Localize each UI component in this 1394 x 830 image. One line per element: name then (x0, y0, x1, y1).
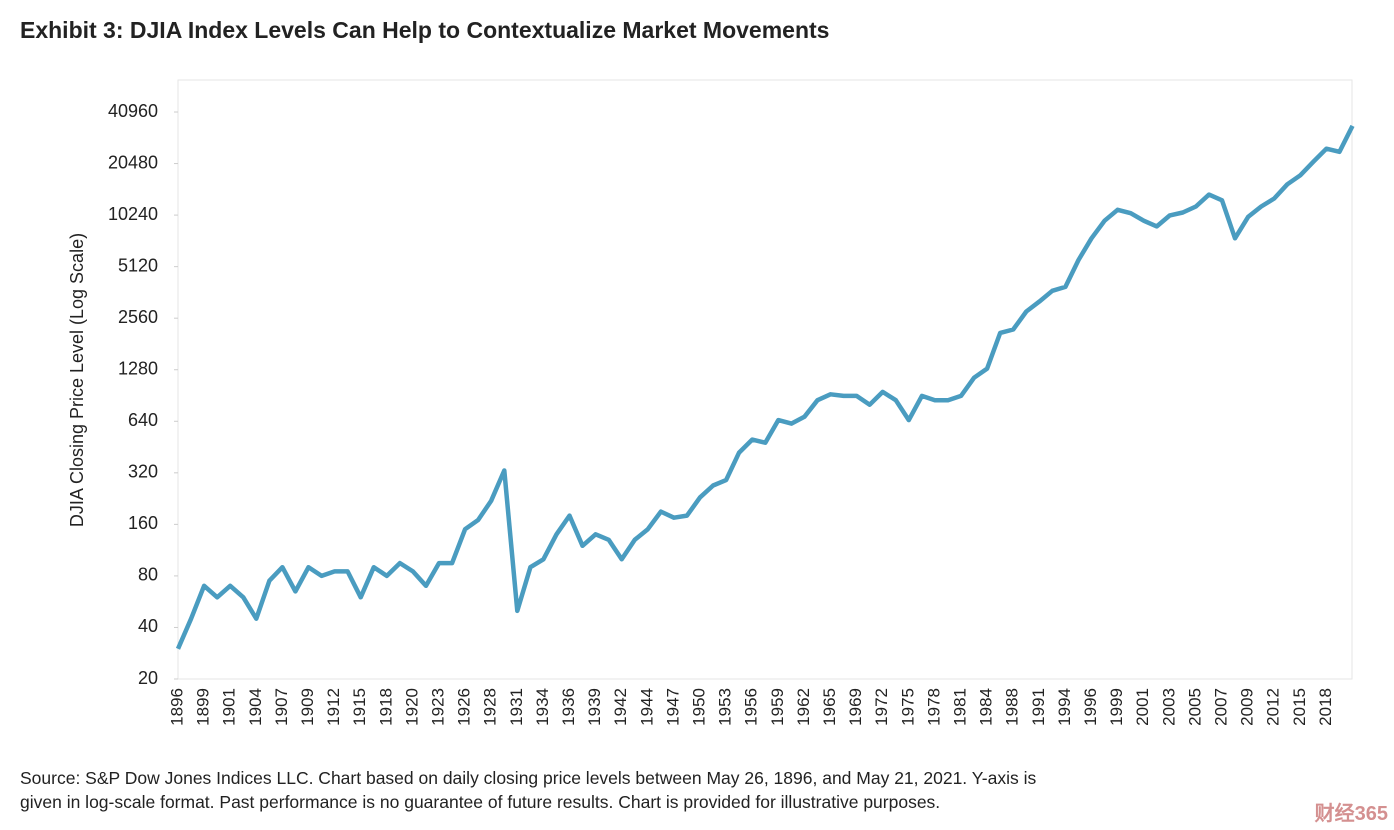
x-tick-label: 1953 (716, 688, 735, 726)
x-tick-label: 1962 (794, 688, 813, 726)
x-tick-label: 2007 (1211, 688, 1230, 726)
x-tick-label: 1991 (1029, 688, 1048, 726)
x-tick-label: 1931 (507, 688, 526, 726)
x-tick-label: 1896 (167, 688, 186, 726)
x-tick-label: 1994 (1055, 688, 1074, 726)
x-tick-label: 1950 (689, 688, 708, 726)
x-tick-label: 2012 (1264, 688, 1283, 726)
x-tick-label: 1996 (1081, 688, 1100, 726)
y-tick-label: 5120 (118, 255, 158, 275)
x-tick-label: 1944 (637, 688, 656, 726)
x-tick-label: 2015 (1290, 688, 1309, 726)
x-tick-label: 1956 (742, 688, 761, 726)
x-tick-label: 1969 (846, 688, 865, 726)
x-tick-label: 1920 (402, 688, 421, 726)
x-tick-label: 2009 (1238, 688, 1257, 726)
x-tick-label: 1904 (246, 688, 265, 726)
y-tick-label: 320 (128, 462, 158, 482)
x-tick-label: 1907 (272, 688, 291, 726)
data-line (175, 124, 1355, 650)
y-tick-label: 1280 (118, 358, 158, 378)
x-tick-label: 1981 (950, 688, 969, 726)
x-tick-label: 1928 (481, 688, 500, 726)
watermark: 财经365 (1315, 801, 1388, 825)
y-axis-label: DJIA Closing Price Level (Log Scale) (67, 233, 87, 527)
x-tick-label: 1915 (350, 688, 369, 726)
x-tick-label: 1899 (194, 688, 213, 726)
y-tick-label: 80 (138, 565, 158, 585)
x-tick-label: 1972 (872, 688, 891, 726)
y-tick-label: 640 (128, 410, 158, 430)
x-tick-label: 1901 (220, 688, 239, 726)
x-tick-label: 1939 (585, 688, 604, 726)
x-tick-label: 1909 (298, 688, 317, 726)
x-tick-label: 1965 (820, 688, 839, 726)
x-tick-label: 1988 (1003, 688, 1022, 726)
plot-frame (177, 79, 1353, 680)
x-tick-label: 1959 (768, 688, 787, 726)
footnote: given in log-scale format. Past performa… (20, 792, 940, 812)
x-tick-label: 1978 (924, 688, 943, 726)
x-tick-label: 1918 (376, 688, 395, 726)
y-tick-label: 10240 (108, 204, 158, 224)
y-tick-label: 40 (138, 616, 158, 636)
x-tick-label: 1912 (324, 688, 343, 726)
x-tick-label: 1923 (428, 688, 447, 726)
x-tick-label: 1942 (611, 688, 630, 726)
x-tick-label: 1936 (559, 688, 578, 726)
x-tick-label: 1984 (977, 688, 996, 726)
y-tick-label: 20 (138, 668, 158, 688)
y-tick-label: 160 (128, 513, 158, 533)
y-tick-label: 20480 (108, 152, 158, 172)
x-tick-label: 2001 (1133, 688, 1152, 726)
x-tick-label: 1947 (663, 688, 682, 726)
x-tick-label: 1975 (898, 688, 917, 726)
y-tick-label: 40960 (108, 101, 158, 121)
x-tick-label: 1926 (455, 688, 474, 726)
x-tick-label: 1999 (1107, 688, 1126, 726)
y-tick-label: 2560 (118, 307, 158, 327)
x-tick-label: 2018 (1316, 688, 1335, 726)
chart-title: Exhibit 3: DJIA Index Levels Can Help to… (20, 17, 829, 43)
x-tick-label: 2005 (1185, 688, 1204, 726)
footnote: Source: S&P Dow Jones Indices LLC. Chart… (20, 768, 1036, 788)
x-tick-label: 2003 (1159, 688, 1178, 726)
x-tick-label: 1934 (533, 688, 552, 726)
